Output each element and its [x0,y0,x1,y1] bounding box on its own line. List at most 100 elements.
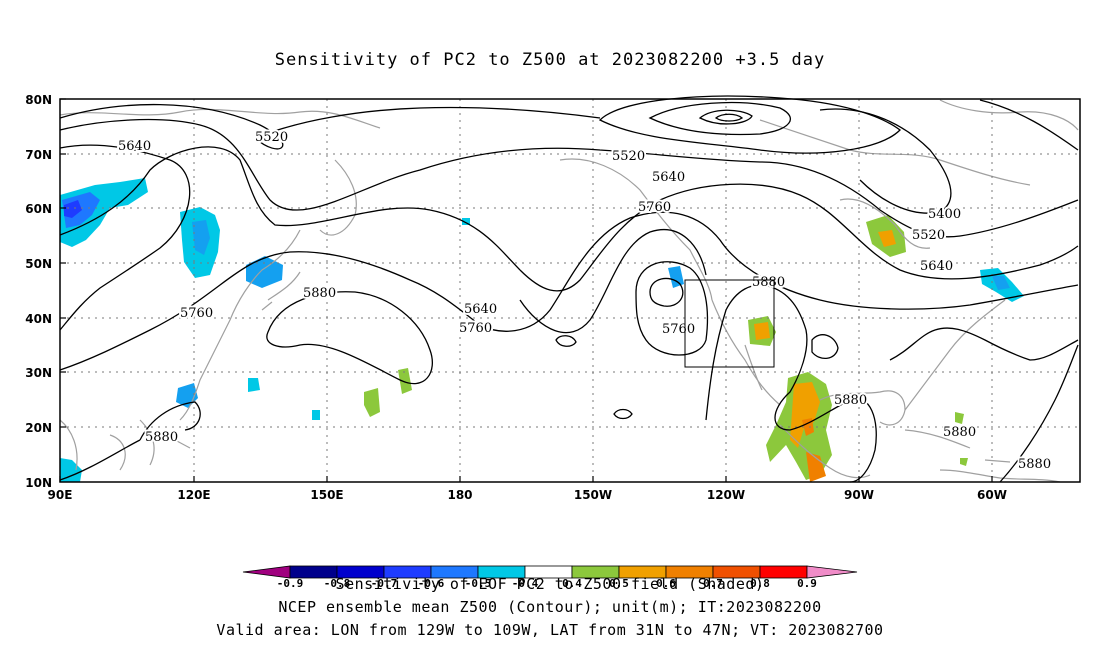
coastline-alaska [559,158,713,301]
shade-pos-mexico-core [790,382,820,448]
colorbar-tick-label: -0.8 [324,577,351,590]
lon-label: 60W [977,488,1007,502]
lat-label: 50N [25,257,52,271]
contour-5640-siberia [59,144,191,331]
shade-neg-atlantic-core [992,276,1010,290]
contour-labels: 5520 5640 5520 5640 5760 5400 5520 5640 … [116,128,1053,474]
colorbar-tick-label: 0.6 [656,577,676,590]
shade-neg-manchuria [246,256,283,288]
colorbar: -0.9 -0.8 -0.7 -0.6 -0.5 -0.4 0.4 0.5 0.… [242,565,858,590]
contour-cutoff-low-inner [649,277,684,307]
lat-label: 80N [25,93,52,107]
contour-label: 5880 [752,275,785,290]
contour-5520-west [59,103,601,150]
lat-label: 40N [25,312,52,326]
lon-label: 90W [844,488,874,502]
lon-label: 90E [48,488,73,502]
coastline-sa-north [939,469,1061,483]
lon-label: 150E [310,488,343,502]
lat-label: 70N [25,148,52,162]
contour-polar-vortex-outer [598,95,901,154]
colorbar-tick-label: 0.9 [797,577,817,590]
contour-5400-na [819,108,952,214]
contour-label: 5760 [638,200,671,215]
shade-neg-mongolia-core [192,220,210,255]
contour-label: 5520 [912,228,945,243]
contour-label: 5400 [928,207,961,222]
contour-cutoff-low-outer [635,261,709,356]
contour-5640-main [519,183,1079,292]
shade-pos-hudson-core [878,230,896,247]
shade-pos-caribbean2 [960,458,968,466]
shade-pos-pacific2 [398,368,412,394]
map-title: Sensitivity of PC2 to Z500 at 2023082200… [274,50,826,70]
contour-5880-east2 [999,344,1079,483]
contour-label: 5640 [118,139,151,154]
coastline-japan [261,271,301,311]
colorbar-tick-label: 0.7 [703,577,723,590]
shade-neg-nepacific [668,266,684,288]
lon-label: 120E [177,488,210,502]
shade-pos-sw-us-core [754,322,770,340]
contour-polar-vortex-mid [648,101,792,136]
coastline-asia-east [179,229,301,421]
colorbar-right-arrow [806,565,858,579]
coastline-se-asia [139,419,191,466]
colorbar-tick-label: -0.6 [418,577,445,590]
colorbar-tick-label: -0.9 [277,577,304,590]
colorbar-tick-label: 0.4 [562,577,582,590]
contour-label: 5640 [920,259,953,274]
contour-5880-gulf [811,334,839,359]
valid-area-description: Valid area: LON from 129W to 109W, LAT f… [216,621,884,639]
coastline-baja [744,344,763,391]
coastline-asia-north [59,108,381,129]
contour-label: 5880 [303,286,336,301]
contour-label: 5760 [662,322,695,337]
contour-label: 5880 [145,430,178,445]
contour-label: 5880 [834,393,867,408]
lat-label: 20N [25,421,52,435]
contour-5880-pacific [266,291,433,385]
contour-5640-asia [59,146,521,271]
contour-label: 5640 [652,170,685,185]
z500-contours [59,95,1079,483]
contour-5880-asia [59,401,201,481]
colorbar-title: Sensitivity of EOF PC2 to Z500 field (Sh… [335,575,765,593]
contour-label: 5520 [612,149,645,164]
lat-label: 60N [25,202,52,216]
contour-label: 5760 [459,321,492,336]
colorbar-tick-label: 0.8 [750,577,770,590]
contour-5520-north [59,118,1079,238]
coastlines [59,99,1079,483]
shade-pos-centralam [806,452,826,482]
shade-neg-pacific [312,410,320,420]
lon-label: 120W [707,488,745,502]
contour-label: 5640 [464,302,497,317]
contour-east-atl [979,99,1079,151]
shade-pos-pacific1 [364,388,380,417]
contour-small-loop1 [613,408,633,420]
contour-label: 5880 [1018,457,1051,472]
contour-label: 5880 [943,425,976,440]
contour-label: 5520 [255,130,288,145]
coastline-na-west [711,299,781,406]
lat-labels: 80N 70N 60N 50N 40N 30N 20N 10N [25,93,52,490]
shade-pos-caribbean [955,412,964,424]
coastline-gulf [819,390,906,426]
coastline-kamchatka [319,159,357,236]
valid-area-box [684,279,775,368]
coastline-caribbean [904,429,1011,463]
contour-description: NCEP ensemble mean Z500 (Contour); unit(… [278,598,822,616]
coastline-na-east [904,299,1006,411]
contour-5880-na [705,284,877,483]
contour-small-loop2 [555,335,577,347]
contour-5760-trough [519,229,707,334]
sensitivity-shading [60,178,1024,482]
lon-label: 150W [574,488,612,502]
contour-label: 5760 [180,306,213,321]
contour-polar-vortex-inner [698,109,753,125]
shade-neg-siberia-center [64,200,82,218]
contour-polar-vortex-core [714,113,744,122]
contour-5880-east [889,327,1079,361]
